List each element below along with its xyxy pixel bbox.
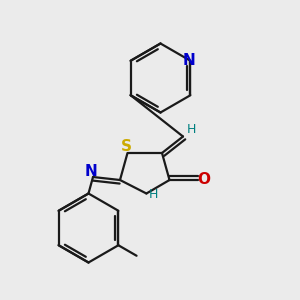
Text: H: H [149,188,159,202]
Text: S: S [121,139,131,154]
Text: O: O [197,172,210,188]
Text: H: H [187,123,196,136]
Text: N: N [182,53,195,68]
Text: N: N [84,164,97,178]
